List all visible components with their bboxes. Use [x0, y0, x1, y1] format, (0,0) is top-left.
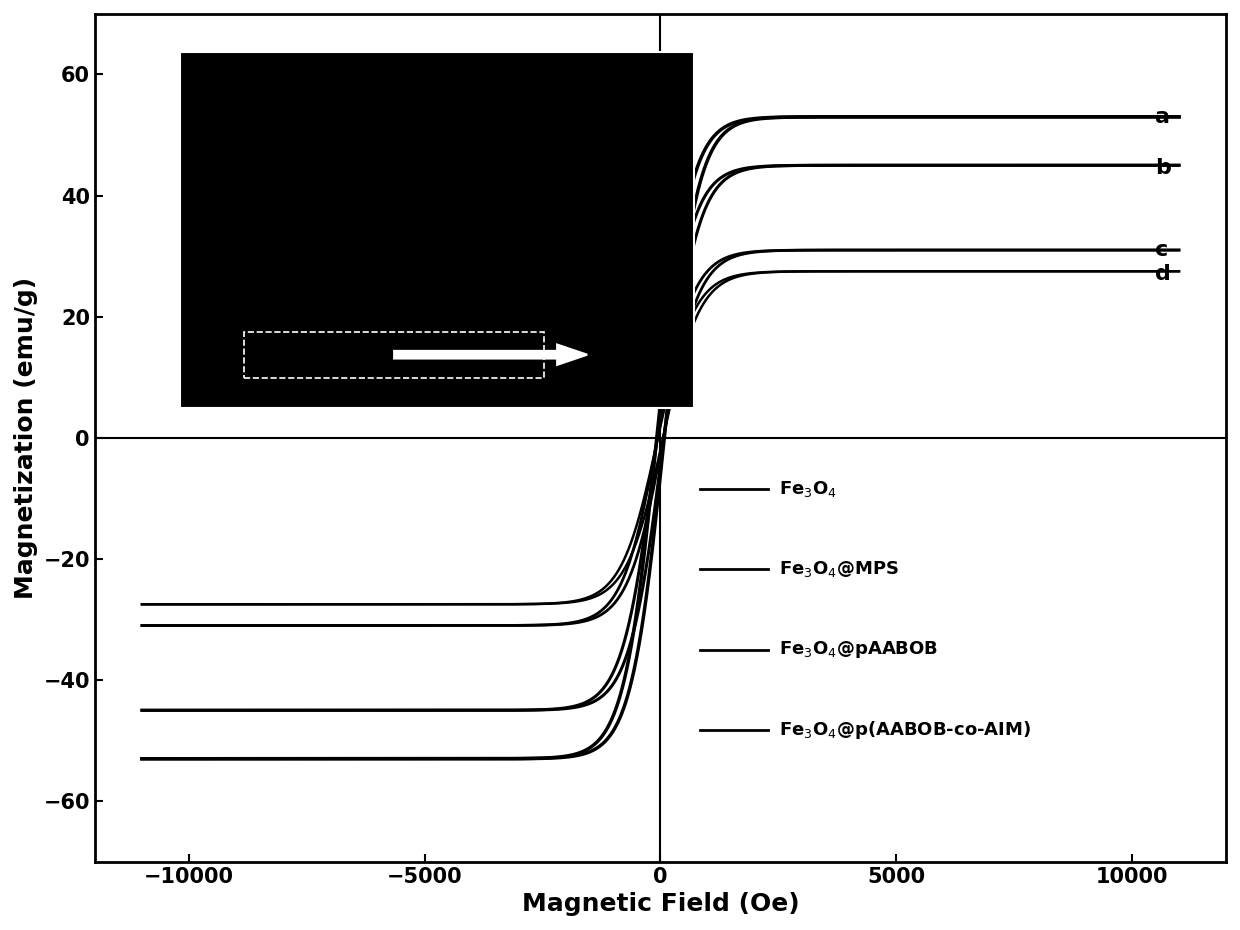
Text: Fe$_3$O$_4$@p(AABOB-co-AIM): Fe$_3$O$_4$@p(AABOB-co-AIM) [779, 719, 1032, 741]
X-axis label: Magnetic Field (Oe): Magnetic Field (Oe) [522, 892, 800, 916]
Text: a: a [1156, 107, 1171, 126]
Text: Fe$_3$O$_4$@pAABOB: Fe$_3$O$_4$@pAABOB [779, 639, 939, 660]
Text: Fe$_3$O$_4$@MPS: Fe$_3$O$_4$@MPS [779, 559, 899, 579]
Text: d: d [1156, 264, 1172, 285]
Text: c: c [1156, 240, 1168, 260]
Text: b: b [1156, 158, 1172, 179]
Y-axis label: Magnetization (emu/g): Magnetization (emu/g) [14, 277, 38, 599]
Text: Fe$_3$O$_4$: Fe$_3$O$_4$ [779, 479, 837, 498]
